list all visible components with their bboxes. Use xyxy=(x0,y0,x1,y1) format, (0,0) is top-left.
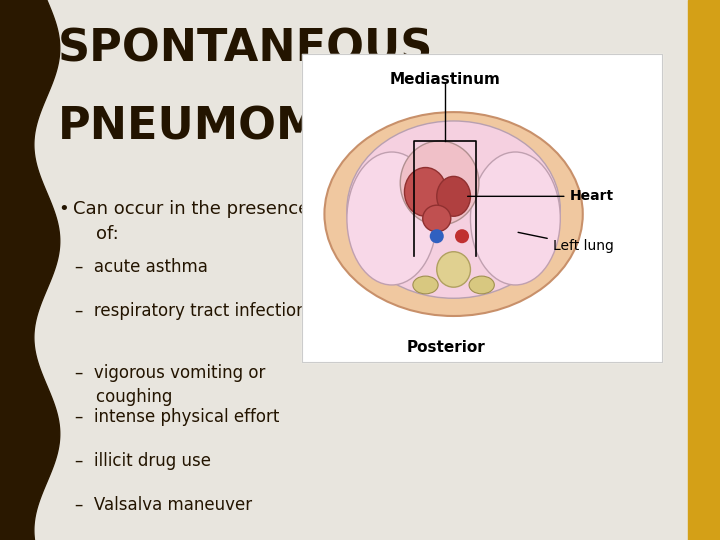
Polygon shape xyxy=(302,54,662,362)
Text: –  Valsalva maneuver: – Valsalva maneuver xyxy=(75,496,252,514)
Text: –  intense physical effort: – intense physical effort xyxy=(75,408,279,426)
Text: PNEUMOMEDIASTINUM: PNEUMOMEDIASTINUM xyxy=(58,105,637,148)
Text: Posterior: Posterior xyxy=(407,340,486,355)
Ellipse shape xyxy=(413,276,438,294)
Ellipse shape xyxy=(469,276,495,294)
Ellipse shape xyxy=(347,152,437,285)
Ellipse shape xyxy=(405,167,446,217)
Polygon shape xyxy=(688,0,720,540)
Polygon shape xyxy=(0,0,60,540)
Text: SPONTANEOUS: SPONTANEOUS xyxy=(58,28,433,71)
Text: Mediastinum: Mediastinum xyxy=(390,72,500,87)
Circle shape xyxy=(430,229,444,243)
Text: •: • xyxy=(58,200,68,218)
Text: –  respiratory tract infections: – respiratory tract infections xyxy=(75,302,315,320)
Circle shape xyxy=(455,229,469,243)
Ellipse shape xyxy=(423,205,451,232)
Ellipse shape xyxy=(437,177,470,217)
Text: Heart: Heart xyxy=(467,190,613,204)
Text: Left lung: Left lung xyxy=(518,232,613,253)
Ellipse shape xyxy=(325,112,582,316)
Ellipse shape xyxy=(400,141,479,225)
Ellipse shape xyxy=(437,252,470,287)
Text: –  acute asthma: – acute asthma xyxy=(75,258,208,276)
Text: –  vigorous vomiting or
    coughing: – vigorous vomiting or coughing xyxy=(75,364,266,406)
Ellipse shape xyxy=(347,121,560,298)
Ellipse shape xyxy=(470,152,560,285)
Text: –  illicit drug use: – illicit drug use xyxy=(75,452,211,470)
Text: Can occur in the presence
    of:: Can occur in the presence of: xyxy=(73,200,310,243)
